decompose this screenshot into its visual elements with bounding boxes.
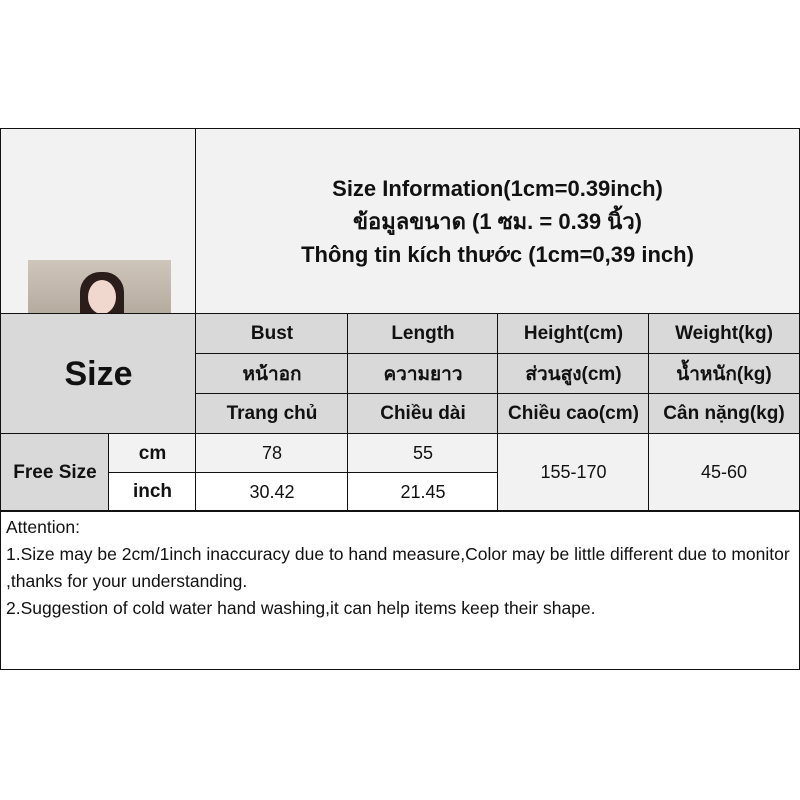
bust-header-vietnamese: Trang chủ: [195, 393, 349, 435]
attention-heading: Attention:: [6, 517, 80, 537]
weight-header-vietnamese: Cân nặng(kg): [648, 393, 800, 435]
weight-value: 45-60: [648, 433, 800, 512]
inch-unit-label: inch: [108, 472, 197, 512]
weight-header: Weight(kg): [648, 313, 800, 355]
bust-header: Bust: [195, 313, 349, 355]
height-value: 155-170: [497, 433, 650, 512]
size-information-title: Size Information(1cm=0.39inch) ข้อมูลขนา…: [195, 128, 800, 315]
cm-unit-label: cm: [108, 433, 197, 474]
length-header-thai: ความยาว: [347, 353, 499, 395]
weight-header-thai: น้ำหนัก(kg): [648, 353, 800, 395]
title-english: Size Information(1cm=0.39inch): [332, 176, 663, 201]
length-header: Length: [347, 313, 499, 355]
height-header-thai: ส่วนสูง(cm): [497, 353, 650, 395]
free-size-label: Free Size: [0, 433, 110, 512]
bust-inch-value: 30.42: [195, 472, 349, 512]
attention-note-2: 2.Suggestion of cold water hand washing,…: [6, 598, 596, 618]
bust-cm-value: 78: [195, 433, 349, 474]
size-header: Size: [0, 313, 197, 435]
title-thai: ข้อมูลขนาด (1 ซม. = 0.39 นิ้ว): [352, 209, 642, 234]
height-header-vietnamese: Chiều cao(cm): [497, 393, 650, 435]
length-header-vietnamese: Chiều dài: [347, 393, 499, 435]
bust-header-thai: หน้าอก: [195, 353, 349, 395]
length-cm-value: 55: [347, 433, 499, 474]
attention-note-1: 1.Size may be 2cm/1inch inaccuracy due t…: [6, 544, 790, 591]
attention-notes: Attention: 1.Size may be 2cm/1inch inacc…: [0, 510, 800, 670]
title-vietnamese: Thông tin kích thước (1cm=0,39 inch): [301, 242, 694, 267]
length-inch-value: 21.45: [347, 472, 499, 512]
product-photo-cell: [0, 128, 197, 441]
height-header: Height(cm): [497, 313, 650, 355]
